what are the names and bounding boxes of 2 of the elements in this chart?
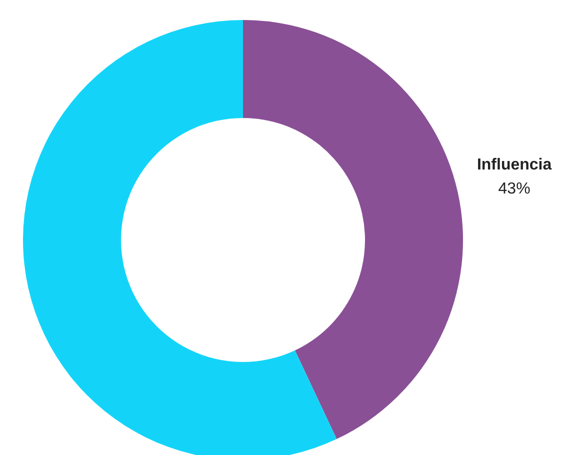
slice-label: Influencia (476, 156, 552, 174)
data-label: 43% (498, 180, 530, 198)
